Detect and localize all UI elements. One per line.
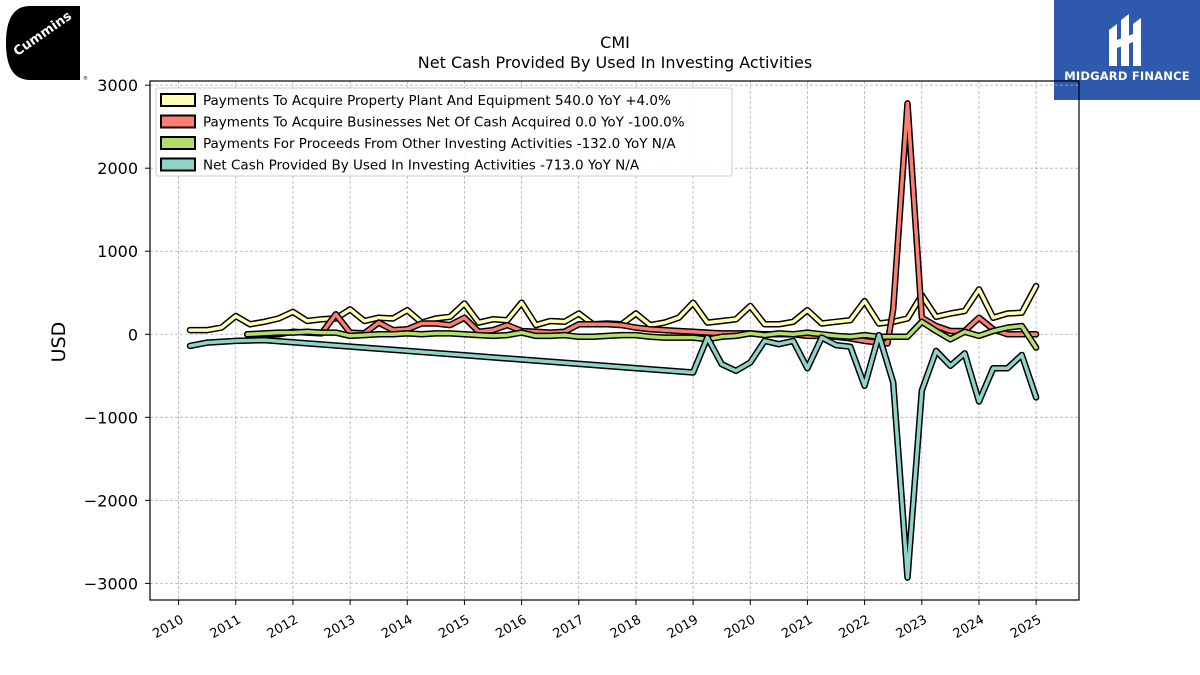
legend-items: Payments To Acquire Property Plant And E…	[160, 93, 685, 174]
x-tick-label: 2022	[836, 612, 872, 642]
legend-entry: Net Cash Provided By Used In Investing A…	[160, 157, 640, 174]
y-tick-label: 0	[128, 325, 138, 344]
legend: Payments To Acquire Property Plant And E…	[155, 87, 733, 177]
y-axis: −3000 −2000 −1000 0 1000 2000 3000	[84, 76, 150, 593]
midgard-finance-logo: MIDGARD FINANCE	[1054, 0, 1200, 100]
series-layer	[186, 100, 1040, 581]
midgard-mark-icon	[1109, 14, 1141, 66]
series-path	[245, 101, 1038, 346]
x-tick-label: 2023	[894, 612, 930, 642]
legend-swatch	[160, 93, 196, 107]
chart-subtitle: Net Cash Provided By Used In Investing A…	[418, 53, 812, 72]
x-tick-label: 2016	[493, 612, 529, 642]
x-tick-label: 2018	[608, 612, 644, 642]
x-tick-label: 2011	[208, 612, 244, 642]
legend-entry: Payments For Proceeds From Other Investi…	[160, 136, 676, 152]
y-tick-label: 2000	[97, 159, 138, 178]
series-path	[245, 320, 1038, 350]
x-tick-label: 2014	[379, 612, 415, 642]
x-tick-label: 2021	[779, 612, 815, 642]
legend-entry: Payments To Acquire Businesses Net Of Ca…	[160, 114, 685, 131]
x-tick-label: 2019	[665, 612, 701, 642]
y-tick-label: −2000	[84, 491, 138, 510]
series-line	[243, 100, 1040, 347]
x-tick-label: 2024	[951, 612, 987, 642]
x-tick-label: 2010	[150, 612, 186, 642]
y-tick-label: 1000	[97, 242, 138, 261]
legend-swatch	[160, 157, 196, 172]
cummins-logo: Cummins ®	[6, 6, 88, 82]
legend-entry: Payments To Acquire Property Plant And E…	[160, 93, 671, 109]
x-tick-label: 2012	[265, 612, 301, 642]
chart-title: CMI	[600, 33, 630, 52]
legend-label: Payments To Acquire Businesses Net Of Ca…	[203, 115, 685, 131]
legend-label: Payments To Acquire Property Plant And E…	[203, 93, 671, 109]
legend-label: Net Cash Provided By Used In Investing A…	[203, 158, 640, 174]
cummins-logo-shape	[6, 6, 80, 80]
legend-swatch	[160, 114, 196, 129]
legend-label: Payments For Proceeds From Other Investi…	[203, 136, 676, 152]
registered-mark: ®	[83, 75, 88, 82]
x-tick-label: 2015	[436, 612, 472, 642]
midgard-logo-text: MIDGARD FINANCE	[1064, 69, 1190, 83]
y-tick-label: −3000	[84, 574, 138, 593]
x-tick-label: 2013	[322, 612, 358, 642]
y-axis-label: USD	[48, 322, 70, 363]
x-tick-label: 2020	[722, 612, 758, 642]
series-path	[188, 333, 1038, 580]
series-line	[243, 318, 1040, 351]
y-tick-label: 3000	[97, 76, 138, 95]
y-tick-label: −1000	[84, 408, 138, 427]
x-tick-label: 2017	[551, 612, 587, 642]
legend-frame	[155, 87, 733, 177]
x-axis: 2010 2011 2012 2013 2014 2015 2016 2017 2018 2019…	[150, 600, 1044, 642]
plot-frame	[149, 80, 1080, 601]
series-line	[186, 331, 1040, 581]
legend-swatch	[160, 136, 196, 150]
x-tick-label: 2025	[1008, 612, 1044, 642]
